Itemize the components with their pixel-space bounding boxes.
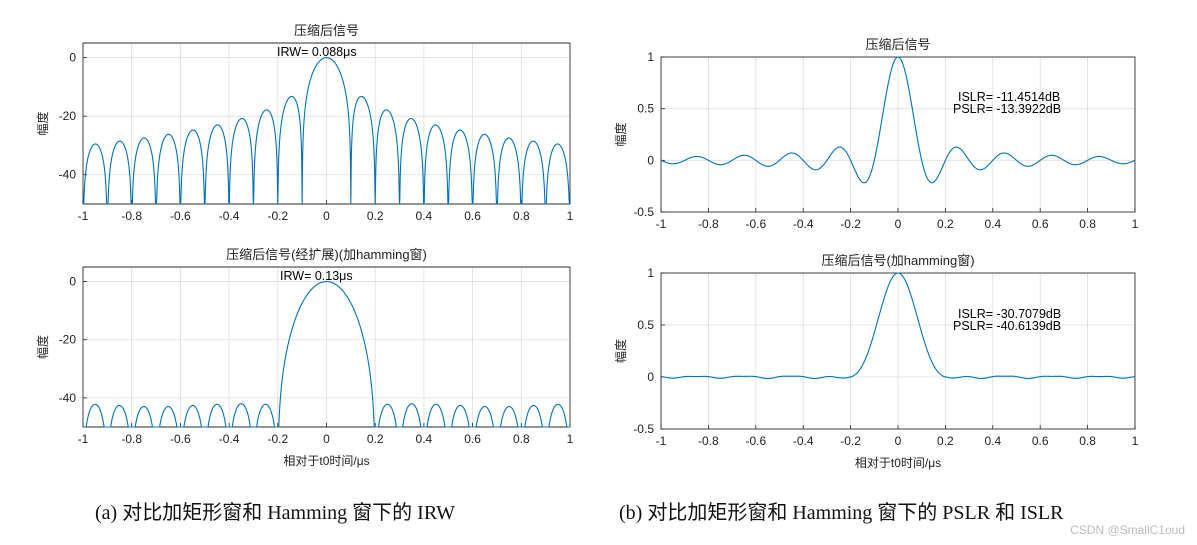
x-tick-label: -0.2 [267, 209, 288, 223]
y-tick-label: 1 [647, 50, 654, 64]
x-tick-label: -0.4 [219, 432, 240, 446]
x-tick-label: 0.2 [367, 209, 384, 223]
annotation-text: IRW= 0.088μs [277, 45, 357, 59]
x-tick-label: -0.6 [170, 209, 191, 223]
chart-b2: -1 -0.8 -0.6 -0.4 -0.2 0 0.2 0.4 0.6 0.8 1 1 0.5 0 -0.… [613, 253, 1139, 470]
annotation-text: IRW= 0.13μs [280, 269, 353, 283]
x-tick-label: 0.6 [1032, 217, 1049, 231]
y-tick-label: 0.5 [637, 102, 654, 116]
chart-a1: -1 -0.8 -0.6 -0.4 -0.2 0 0.2 0.4 0.6 0.8 1 0 -20 -40 压… [35, 23, 574, 223]
x-tick-label: 0.6 [1032, 434, 1049, 448]
y-tick-label: -20 [59, 109, 77, 123]
x-tick-label: 0.8 [1079, 217, 1096, 231]
x-tick-label: -0.8 [698, 434, 719, 448]
y-tick-label: 0 [647, 370, 654, 384]
x-tick-label: 1 [1132, 217, 1139, 231]
x-tick-label: 0 [323, 209, 330, 223]
chart-title: 压缩后信号 [865, 37, 930, 52]
x-tick-label: -0.8 [121, 432, 142, 446]
y-axis-label: 幅度 [613, 122, 628, 146]
x-tick-label: 0.4 [984, 434, 1001, 448]
annotation-text: PSLR= -13.3922dB [953, 102, 1061, 116]
x-tick-label: 0.8 [513, 209, 530, 223]
chart-b1: -1 -0.8 -0.6 -0.4 -0.2 0 0.2 0.4 0.6 0.8 1 1 0.5 0 -0.… [613, 37, 1139, 231]
watermark: CSDN @SmallC1oud [1070, 523, 1185, 537]
x-tick-label: -1 [656, 434, 667, 448]
y-tick-label: -0.5 [633, 422, 654, 436]
x-tick-label: -0.4 [793, 434, 814, 448]
x-tick-label: 0.4 [416, 209, 433, 223]
x-tick-label: 0 [895, 434, 902, 448]
series-line [83, 57, 570, 205]
x-axis-label: 相对于t0时间/μs [283, 454, 369, 468]
x-tick-label: -1 [656, 217, 667, 231]
x-tick-label: 0 [895, 217, 902, 231]
x-tick-label: 0.8 [513, 432, 530, 446]
series-line [660, 56, 1136, 184]
x-tick-label: 0.2 [937, 434, 954, 448]
chart-title: 压缩后信号(加hamming窗) [821, 253, 974, 268]
plot-frame [82, 266, 571, 428]
series-line [83, 281, 570, 428]
x-tick-label: 0.8 [1079, 434, 1096, 448]
annotation-text: ISLR= -11.4514dB [958, 90, 1060, 104]
x-tick-label: 0 [323, 432, 330, 446]
series-line [660, 272, 1136, 380]
x-tick-label: 0.4 [984, 217, 1001, 231]
x-tick-label: -0.2 [267, 432, 288, 446]
chart-title: 压缩后信号(经扩展)(加hamming窗) [226, 247, 427, 262]
y-tick-label: -0.5 [633, 205, 654, 219]
x-axis-label: 相对于t0时间/μs [855, 456, 941, 470]
x-tick-label: 0.6 [464, 432, 481, 446]
x-tick-label: 1 [567, 432, 574, 446]
x-tick-label: 1 [1132, 434, 1139, 448]
x-tick-label: -0.6 [745, 434, 766, 448]
y-tick-label: 0 [69, 51, 76, 65]
caption-right: (b) 对比加矩形窗和 Hamming 窗下的 PSLR 和 ISLR [619, 502, 1064, 524]
annotation-text: ISLR= -30.7079dB [958, 307, 1061, 321]
x-tick-label: -0.6 [745, 217, 766, 231]
x-tick-label: -0.2 [840, 434, 861, 448]
y-tick-label: 0 [69, 275, 76, 289]
x-tick-label: 0.2 [367, 432, 384, 446]
x-tick-label: -0.6 [170, 432, 191, 446]
plot-frame [82, 42, 571, 205]
x-tick-label: -0.4 [793, 217, 814, 231]
x-tick-label: 0.4 [416, 432, 433, 446]
y-axis-label: 幅度 [35, 111, 50, 135]
y-axis-label: 幅度 [35, 335, 50, 359]
x-tick-label: -0.2 [840, 217, 861, 231]
y-axis-label: 幅度 [613, 339, 628, 363]
y-tick-label: -20 [59, 333, 77, 347]
y-tick-label: -40 [59, 168, 77, 182]
x-tick-label: -1 [78, 432, 89, 446]
x-tick-label: -0.8 [698, 217, 719, 231]
x-tick-label: 0.6 [464, 209, 481, 223]
y-tick-label: 0.5 [637, 318, 654, 332]
annotation-text: PSLR= -40.6139dB [953, 319, 1061, 333]
x-tick-label: 1 [567, 209, 574, 223]
chart-title: 压缩后信号 [294, 23, 359, 38]
y-tick-label: -40 [59, 391, 77, 405]
x-tick-label: -1 [78, 209, 89, 223]
x-tick-label: -0.4 [219, 209, 240, 223]
x-tick-label: -0.8 [121, 209, 142, 223]
caption-left: (a) 对比加矩形窗和 Hamming 窗下的 IRW [95, 502, 455, 524]
x-tick-label: 0.2 [937, 217, 954, 231]
chart-a2: -1 -0.8 -0.6 -0.4 -0.2 0 0.2 0.4 0.6 0.8 1 0 -20 -40 压… [35, 247, 574, 468]
y-tick-label: 0 [647, 153, 654, 167]
y-tick-label: 1 [647, 266, 654, 280]
